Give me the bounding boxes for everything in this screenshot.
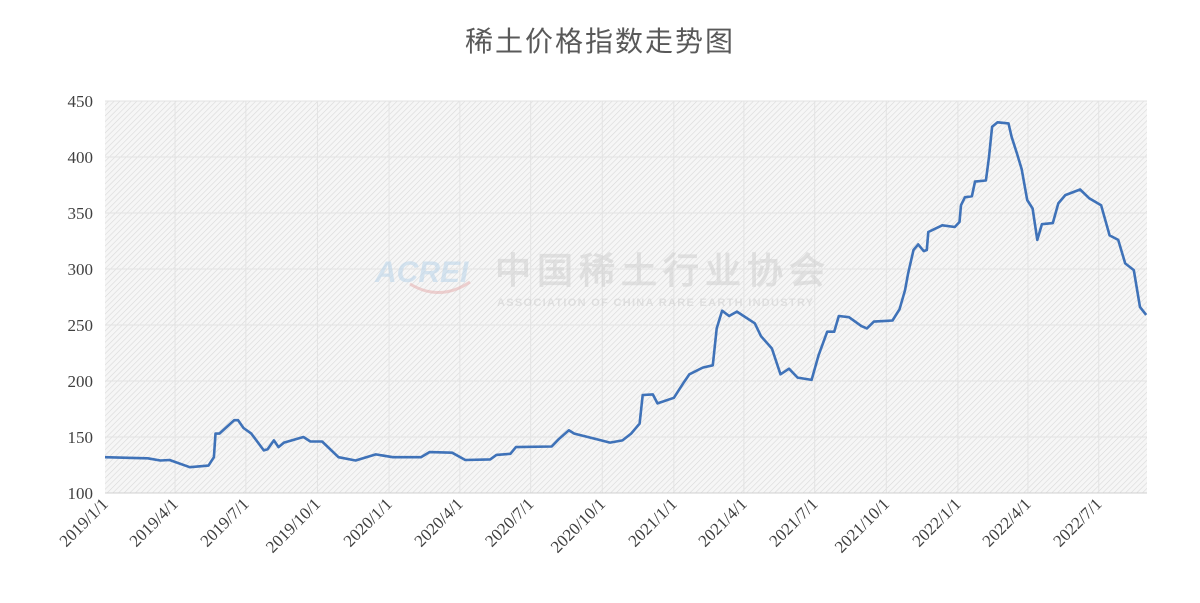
x-tick-label: 2022/7/1 [1049,494,1105,550]
plot-area [105,101,1147,493]
watermark-name-cn: 中国稀土行业协会 [495,250,831,292]
y-tick-label: 300 [68,260,94,279]
chart-title: 稀土价格指数走势图 [464,25,735,58]
y-tick-label: 150 [68,428,94,447]
y-tick-label: 250 [68,316,94,335]
watermark-swoosh [409,280,471,294]
x-tick-label: 2019/10/1 [262,494,324,556]
y-tick-label: 200 [68,372,94,391]
x-tick-label: 2021/10/1 [831,494,893,556]
x-tick-label: 2019/7/1 [196,494,252,550]
x-tick-label: 2020/4/1 [411,494,467,550]
y-tick-label: 450 [68,92,94,111]
x-axis: 2019/1/1 2019/4/1 2019/7/1 2019/10/1 2020/1/… [56,494,1106,556]
gridlines [105,100,1147,493]
x-tick-label: 2019/4/1 [126,494,182,550]
x-tick-label: 2022/1/1 [909,494,965,550]
watermark-logo: ACREI [374,256,469,289]
price-index-line [104,121,1148,469]
watermark: ACREI 中国稀土行业协会 ASSOCIATION OF CHINA RARE… [374,250,831,309]
x-tick-label: 2020/10/1 [547,494,609,556]
y-tick-label: 350 [68,204,94,223]
watermark-name-en: ASSOCIATION OF CHINA RARE EARTH INDUSTRY [497,297,814,309]
y-axis: 100 150 200 250 300 350 400 450 [68,92,94,503]
x-tick-label: 2020/1/1 [340,494,396,550]
y-tick-label: 400 [68,148,94,167]
x-tick-label: 2021/1/1 [625,494,681,550]
x-tick-label: 2022/4/1 [979,494,1035,550]
y-tick-label: 100 [68,484,94,503]
x-tick-label: 2021/7/1 [765,494,821,550]
x-tick-label: 2020/7/1 [481,494,537,550]
x-tick-label: 2021/4/1 [695,494,751,550]
